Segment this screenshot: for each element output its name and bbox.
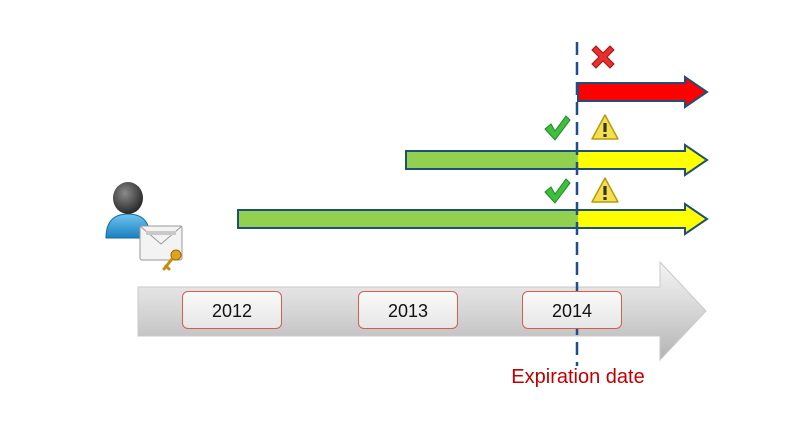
bottom-warning-arrow xyxy=(578,204,707,234)
year-label-2014: 2014 xyxy=(522,291,622,329)
year-label-2012: 2012 xyxy=(182,291,282,329)
cross-icon xyxy=(591,45,615,69)
warning-icon xyxy=(591,177,619,203)
middle-valid-bar xyxy=(406,151,578,169)
year-label-2013: 2013 xyxy=(358,291,458,329)
middle-warning-arrow xyxy=(578,145,707,175)
middle-arrow-outline xyxy=(405,143,709,177)
bottom-valid-bar xyxy=(238,210,578,228)
bottom-arrow-outline xyxy=(237,202,709,236)
warning-icon xyxy=(591,114,619,140)
expiration-date-label: Expiration date xyxy=(511,366,645,388)
expired-arrow xyxy=(577,75,709,109)
check-icon xyxy=(544,178,571,204)
user-with-certificate-icon xyxy=(105,182,183,271)
check-icon xyxy=(544,115,571,141)
